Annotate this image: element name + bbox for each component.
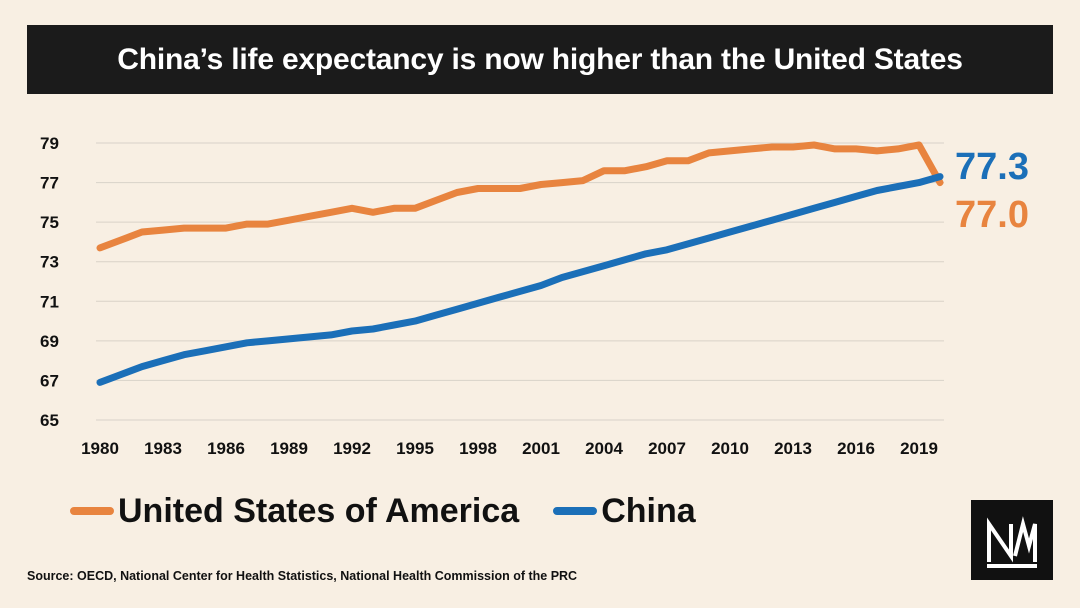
x-tick-label-2007: 2007 [648, 439, 686, 458]
legend-item-china: China [553, 491, 696, 531]
end-label-china: 77.3 [955, 146, 1029, 188]
legend-swatch-usa [70, 507, 114, 515]
legend-label-usa: United States of America [118, 491, 520, 530]
x-tick-label-1989: 1989 [270, 439, 308, 458]
brand-logo [971, 500, 1053, 580]
y-tick-label-77: 77 [40, 174, 59, 193]
source-note: Source: OECD, National Center for Health… [27, 569, 578, 583]
y-tick-label-67: 67 [40, 371, 59, 390]
legend: United States of America China [70, 488, 730, 534]
x-tick-label-2013: 2013 [774, 439, 812, 458]
chart-title: China’s life expectancy is now higher th… [27, 25, 1053, 94]
legend-label-china: China [601, 491, 696, 530]
x-tick-label-1998: 1998 [459, 439, 497, 458]
series-line-usa [96, 141, 944, 252]
x-tick-label-2004: 2004 [585, 439, 623, 458]
x-tick-label-2001: 2001 [522, 439, 560, 458]
y-tick-label-75: 75 [40, 213, 59, 232]
series-lines [96, 141, 944, 386]
gridlines [96, 142, 944, 421]
y-axis-ticks: 65 67 69 71 73 75 77 79 [40, 134, 59, 430]
y-tick-label-65: 65 [40, 411, 59, 430]
x-tick-label-1983: 1983 [144, 439, 182, 458]
x-tick-label-1980: 1980 [81, 439, 119, 458]
end-value-labels: 77.3 77.0 [955, 146, 1029, 236]
legend-item-usa: United States of America [70, 492, 519, 531]
x-tick-label-2016: 2016 [837, 439, 875, 458]
series-line-china [96, 173, 944, 386]
x-axis-ticks: 1980 1983 1986 1989 1992 1995 1998 2001 2004 2007… [81, 439, 938, 458]
x-tick-label-1992: 1992 [333, 439, 371, 458]
x-tick-label-1986: 1986 [207, 439, 245, 458]
x-tick-label-2010: 2010 [711, 439, 749, 458]
y-tick-label-73: 73 [40, 253, 59, 272]
end-label-usa: 77.0 [955, 194, 1029, 236]
y-tick-label-79: 79 [40, 134, 59, 153]
x-tick-label-2019: 2019 [900, 439, 938, 458]
y-tick-label-71: 71 [40, 292, 59, 311]
legend-swatch-china [553, 507, 598, 515]
x-tick-label-1995: 1995 [396, 439, 434, 458]
y-tick-label-69: 69 [40, 332, 59, 351]
logo-mark [987, 516, 1037, 568]
